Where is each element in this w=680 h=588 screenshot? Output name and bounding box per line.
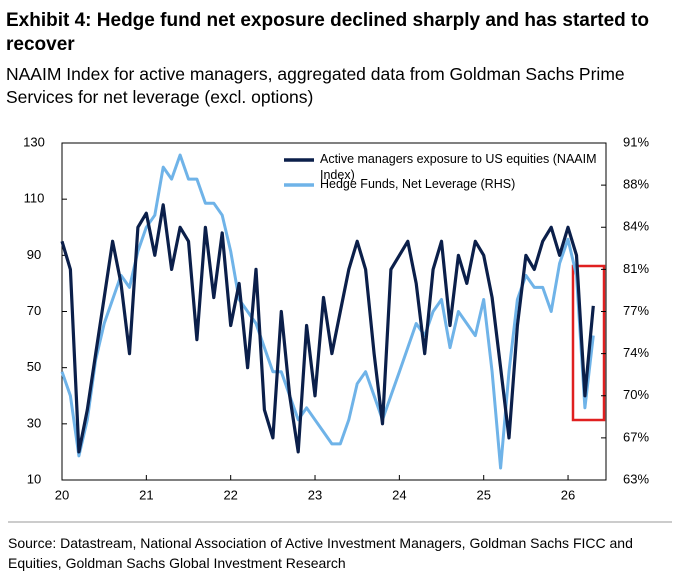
y-tick-label: 110 — [24, 191, 45, 206]
x-tick-label: 22 — [223, 487, 237, 502]
y2-tick-label: 77% — [623, 303, 649, 318]
y2-tick-label: 91% — [623, 134, 649, 149]
text-line: Services for net leverage (excl. options… — [6, 87, 313, 107]
x-tick-label: 20 — [55, 487, 69, 502]
y-tick-label: 90 — [27, 247, 41, 262]
text-line: recover — [6, 34, 75, 55]
series-line — [60, 203, 595, 454]
x-tick-label: 21 — [139, 487, 153, 502]
chart-title: Exhibit 4: Hedge fund net exposure decli… — [6, 10, 649, 55]
text-line: Exhibit 4: Hedge fund net exposure decli… — [6, 10, 649, 31]
y-tick-label: 130 — [23, 134, 45, 149]
y2-tick-label: 74% — [623, 345, 649, 360]
x-tick-label: 24 — [392, 487, 406, 502]
text-line: Active managers exposure to US equities … — [320, 152, 597, 166]
series-line — [60, 153, 595, 470]
legend-bg — [280, 148, 600, 200]
source: Source: Datastream, National Association… — [8, 535, 633, 571]
text-line: NAAIM Index for active managers, aggrega… — [6, 64, 625, 84]
legend-label: Active managers exposure to US equities … — [320, 152, 597, 182]
x-tick-label: 26 — [561, 487, 575, 502]
x-tick-label: 23 — [308, 487, 322, 502]
highlight-box — [571, 264, 606, 422]
chart-subtitle: NAAIM Index for active managers, aggrega… — [6, 64, 625, 107]
text-line: Source: Datastream, National Association… — [8, 535, 633, 551]
legend-label: Hedge Funds, Net Leverage (RHS) — [320, 177, 515, 191]
y2-tick-label: 84% — [623, 219, 649, 234]
x-tick-label: 25 — [476, 487, 490, 502]
y2-tick-label: 70% — [623, 387, 649, 402]
y2-tick-label: 88% — [623, 177, 649, 192]
y-tick-label: 70 — [27, 303, 41, 318]
text-line: Equities, Goldman Sachs Global Investmen… — [8, 555, 346, 571]
y-tick-label: 50 — [27, 359, 41, 374]
text-line: Hedge Funds, Net Leverage (RHS) — [320, 177, 515, 191]
y2-tick-label: 67% — [623, 429, 649, 444]
text-line: Index) — [320, 168, 355, 182]
y-tick-label: 10 — [27, 471, 41, 486]
y2-tick-label: 81% — [623, 261, 649, 276]
y-tick-label: 30 — [27, 415, 41, 430]
y2-tick-label: 63% — [623, 471, 649, 486]
